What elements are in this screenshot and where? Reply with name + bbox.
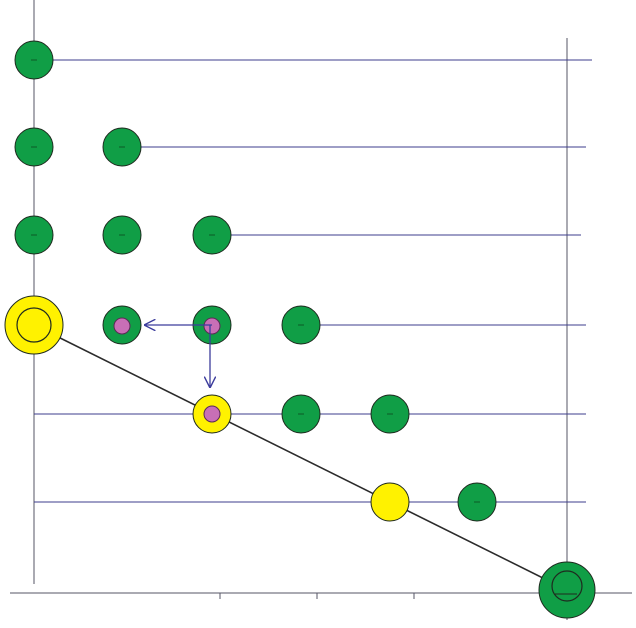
nodes	[4, 40, 596, 619]
node-r6-c5	[370, 482, 410, 522]
node-r2-c2	[102, 127, 142, 167]
diagonal-path-line	[33, 324, 568, 591]
pink-marker	[203, 405, 221, 423]
node-r6-c6	[457, 482, 497, 522]
diagonal-path	[33, 324, 568, 591]
node-r5-c4	[281, 394, 321, 434]
arrows	[144, 325, 212, 388]
node-r4-c1	[4, 295, 64, 355]
node-r4-c4	[281, 305, 321, 345]
node-r3-c3	[192, 215, 232, 255]
node-r3-c1	[14, 215, 54, 255]
pink-marker	[113, 317, 131, 335]
node-r5-c5	[370, 394, 410, 434]
node-r3-c2	[102, 215, 142, 255]
end-node	[538, 561, 596, 619]
grid-lines	[10, 0, 632, 620]
node-r5-c3	[192, 394, 232, 434]
node-r2-c1	[14, 127, 54, 167]
pink-marker	[203, 317, 221, 335]
start-node-outer-circle	[4, 295, 64, 355]
end-node-inner-ring	[551, 570, 583, 602]
node-r4-c2	[102, 305, 142, 345]
yellow-node-circle	[370, 482, 410, 522]
end-node-outer-circle	[538, 561, 596, 619]
node-r1-c1	[14, 40, 54, 80]
start-node-inner-ring	[16, 307, 52, 343]
